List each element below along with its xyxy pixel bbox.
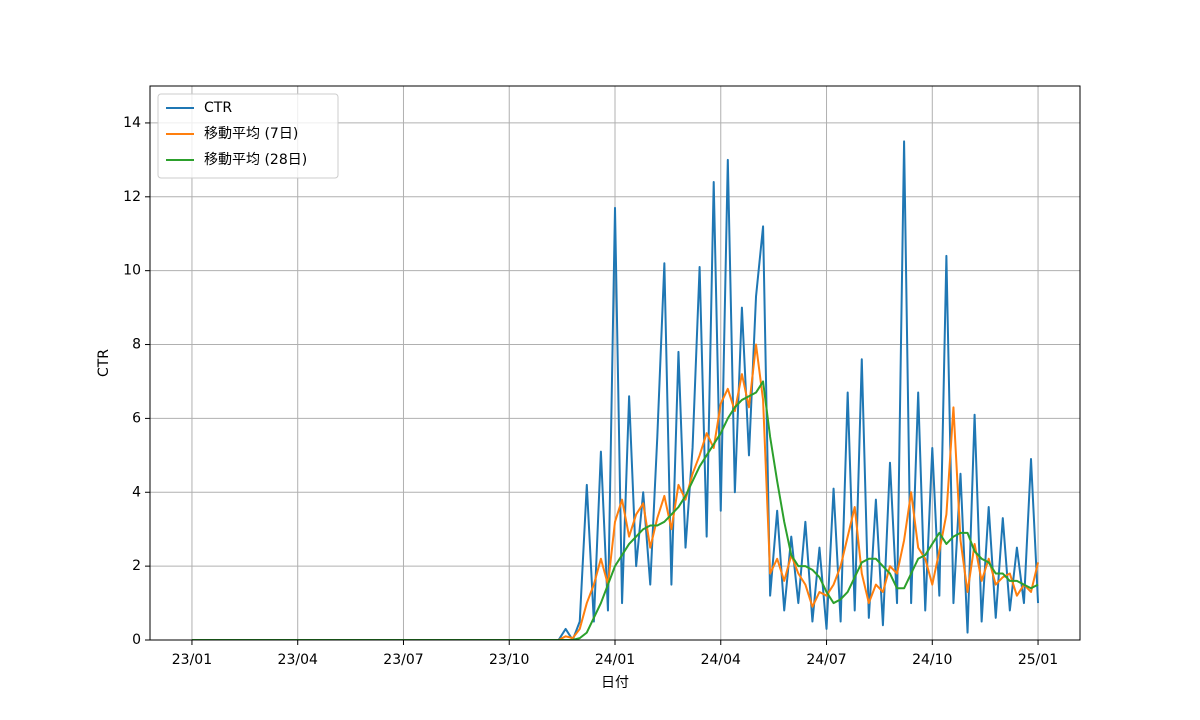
x-tick-label: 25/01 [1018,652,1058,668]
y-tick-label: 14 [123,115,141,131]
x-tick-label: 24/01 [595,652,635,668]
x-tick-label: 23/10 [489,652,529,668]
legend-label: CTR [204,100,232,116]
y-tick-label: 8 [132,337,141,353]
plot-frame [149,85,1081,641]
x-tick-label: 23/01 [172,652,212,668]
y-axis-label: CTR [96,349,112,377]
y-tick-label: 10 [123,263,141,279]
y-tick-label: 0 [132,632,141,648]
legend-label: 移動平均 (7日) [204,126,298,142]
x-tick-label: 23/07 [383,652,423,668]
x-tick-label: 23/04 [278,652,318,668]
series-line [191,140,1040,640]
series-line [191,343,1040,640]
x-tick-label: 24/07 [806,652,846,668]
x-tick-label: 24/10 [912,652,952,668]
legend-box [157,93,339,179]
y-tick-label: 2 [132,558,141,574]
series-line [191,380,1039,640]
y-tick-label: 12 [123,189,141,205]
x-axis-label: 日付 [601,675,629,691]
x-tick-label: 24/04 [701,652,741,668]
legend-label: 移動平均 (28日) [204,152,307,168]
y-tick-label: 4 [132,484,141,500]
y-tick-label: 6 [132,410,141,426]
